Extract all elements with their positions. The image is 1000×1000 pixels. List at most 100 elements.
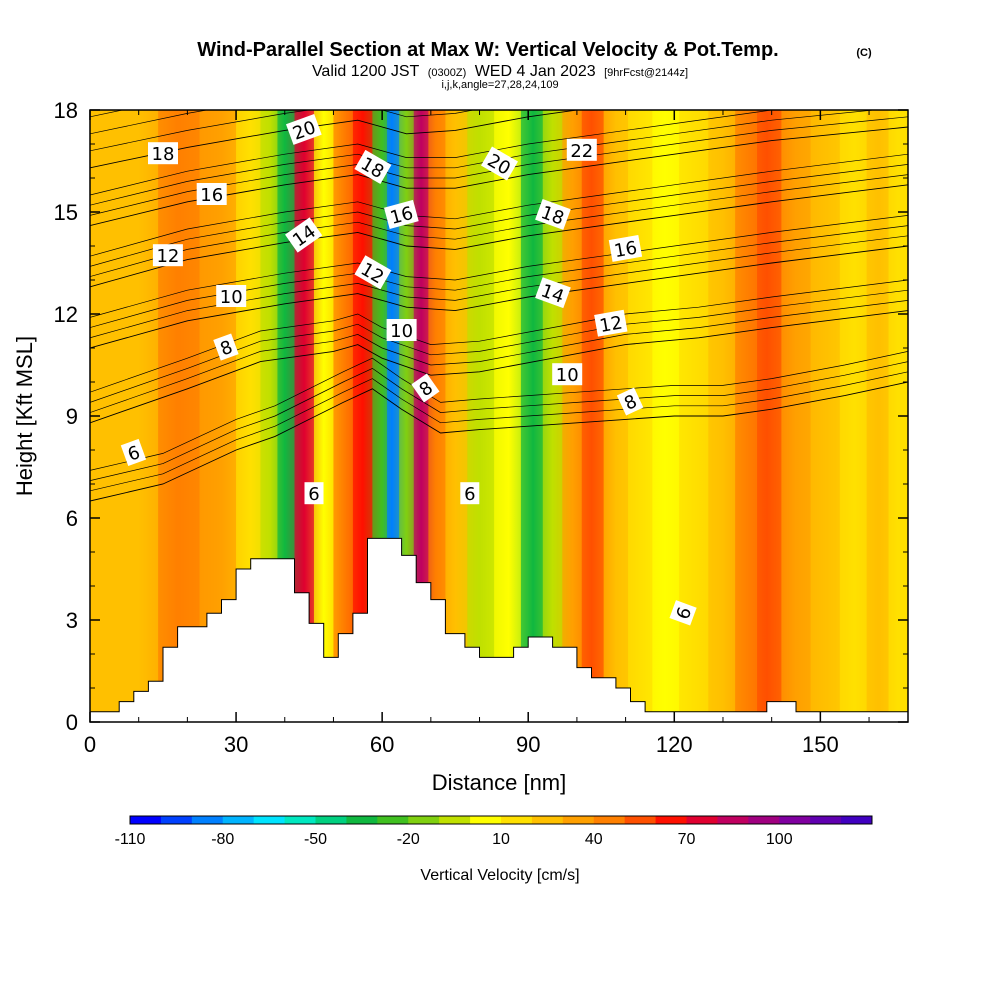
colorbar-swatch — [655, 816, 687, 824]
colorbar-swatch — [439, 816, 471, 824]
y-axis: 0 3 6 9 12 15 18 — [54, 98, 908, 735]
velocity-band — [581, 110, 604, 722]
isentrope-line — [90, 215, 908, 318]
velocity-band — [294, 110, 314, 722]
x-axis-title: Distance [nm] — [432, 770, 567, 795]
contour-label: 12 — [152, 244, 183, 267]
contour-label: 10 — [386, 319, 417, 342]
contour-label: 8 — [213, 333, 239, 361]
velocity-band — [757, 110, 782, 722]
colorbar-swatch — [717, 816, 749, 824]
svg-text:18: 18 — [152, 144, 175, 165]
isentrope-line — [90, 110, 476, 152]
svg-text:12: 12 — [598, 312, 624, 337]
colorbar-frame — [129, 815, 873, 825]
colorbar-swatch — [562, 816, 595, 824]
isentrope-line — [90, 245, 908, 349]
colorbar-label: -20 — [397, 831, 420, 848]
x-tick-label: 90 — [516, 732, 540, 757]
x-tick-label: 150 — [802, 732, 839, 757]
colorbar-swatch — [624, 816, 657, 824]
isentrope-line — [90, 351, 908, 471]
contour-label: 16 — [196, 183, 227, 206]
colorbar-swatch — [779, 816, 811, 824]
colorbar-swatch — [841, 816, 873, 824]
colorbar-swatch — [377, 816, 409, 824]
svg-text:16: 16 — [613, 238, 639, 263]
isentrope-line — [90, 174, 908, 277]
colorbar-swatch — [748, 816, 780, 824]
colorbar-label: -80 — [211, 831, 234, 848]
colorbar-labels: -110 -80 -50 -20 10 40 70 100 — [115, 831, 793, 848]
isentrope-line — [90, 164, 908, 267]
y-tick-label: 15 — [54, 200, 78, 225]
isentrope-line — [90, 381, 908, 502]
colorbar — [129, 815, 873, 825]
contour-label: 6 — [120, 438, 147, 467]
velocity-band — [735, 110, 758, 722]
isentrope-line — [90, 110, 878, 206]
velocity-band — [494, 110, 521, 722]
contour-label: 6 — [669, 600, 697, 626]
colorbar-label: -110 — [115, 831, 146, 848]
isentrope-line — [90, 310, 908, 424]
svg-text:10: 10 — [390, 321, 413, 342]
colorbar-swatch — [191, 816, 224, 824]
colorbar-swatch — [470, 816, 502, 824]
isentrope-lines — [90, 110, 908, 502]
x-tick-label: 120 — [656, 732, 693, 757]
valid-date: WED 4 Jan 2023 — [475, 63, 596, 80]
velocity-band — [445, 110, 468, 722]
velocity-band — [781, 110, 811, 722]
svg-text:6: 6 — [308, 484, 319, 505]
colorbar-title: Vertical Velocity [cm/s] — [420, 867, 579, 884]
colorbar-label: 100 — [766, 831, 793, 848]
contour-label: 6 — [460, 482, 480, 505]
isentrope-line — [90, 279, 908, 393]
velocity-band — [562, 110, 582, 722]
velocity-band — [428, 110, 446, 722]
velocity-band — [121, 110, 159, 722]
chart-title: Wind-Parallel Section at Max W: Vertical… — [197, 39, 778, 61]
colorbar-swatch — [160, 816, 193, 824]
contour-label: 10 — [552, 363, 583, 386]
y-tick-label: 18 — [54, 98, 78, 123]
velocity-band — [542, 110, 563, 722]
velocity-band — [628, 110, 653, 722]
contour-label: 18 — [148, 142, 178, 165]
svg-text:10: 10 — [556, 365, 579, 386]
valid-prefix: Valid 1200 JST — [312, 63, 420, 80]
svg-text:6: 6 — [464, 484, 475, 505]
y-tick-label: 12 — [54, 302, 78, 327]
colorbar-swatch — [810, 816, 842, 824]
svg-text:12: 12 — [156, 246, 179, 267]
x-tick-label: 30 — [224, 732, 248, 757]
colorbar-swatch — [686, 816, 718, 824]
colorbar-swatch — [284, 816, 316, 824]
velocity-band — [839, 110, 867, 722]
svg-text:10: 10 — [220, 287, 243, 308]
colorbar-label: -50 — [304, 831, 327, 848]
valid-time-line: Valid 1200 JST (0300Z) WED 4 Jan 2023 [9… — [312, 63, 688, 80]
contour-label: 22 — [566, 138, 597, 162]
colorbar-swatch — [346, 816, 378, 824]
isentrope-line — [90, 184, 908, 288]
colorbar-swatch — [253, 816, 286, 824]
colorbar-swatch — [130, 816, 162, 824]
colorbar-label: 10 — [492, 831, 510, 848]
velocity-band — [158, 110, 200, 722]
contour-label: 10 — [216, 285, 247, 308]
velocity-band — [866, 110, 889, 722]
contour-label: 16 — [384, 199, 419, 229]
x-tick-label: 0 — [84, 732, 96, 757]
x-axis: 0 30 60 90 120 150 — [84, 110, 870, 757]
y-tick-label: 9 — [66, 404, 78, 429]
contour-label: 16 — [608, 234, 643, 263]
isentrope-line — [90, 225, 908, 328]
colorbar-swatch — [531, 816, 564, 824]
isentrope-line — [90, 116, 908, 216]
contour-label: 12 — [594, 309, 628, 337]
isentrope-line — [90, 235, 908, 339]
y-tick-label: 6 — [66, 506, 78, 531]
